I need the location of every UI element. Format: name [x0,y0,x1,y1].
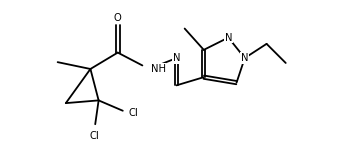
Text: Cl: Cl [90,131,100,141]
Text: Cl: Cl [129,108,139,118]
Text: O: O [114,13,122,23]
Text: N: N [225,33,232,43]
Text: N: N [173,53,180,63]
Text: NH: NH [150,64,166,74]
Text: N: N [241,53,249,63]
